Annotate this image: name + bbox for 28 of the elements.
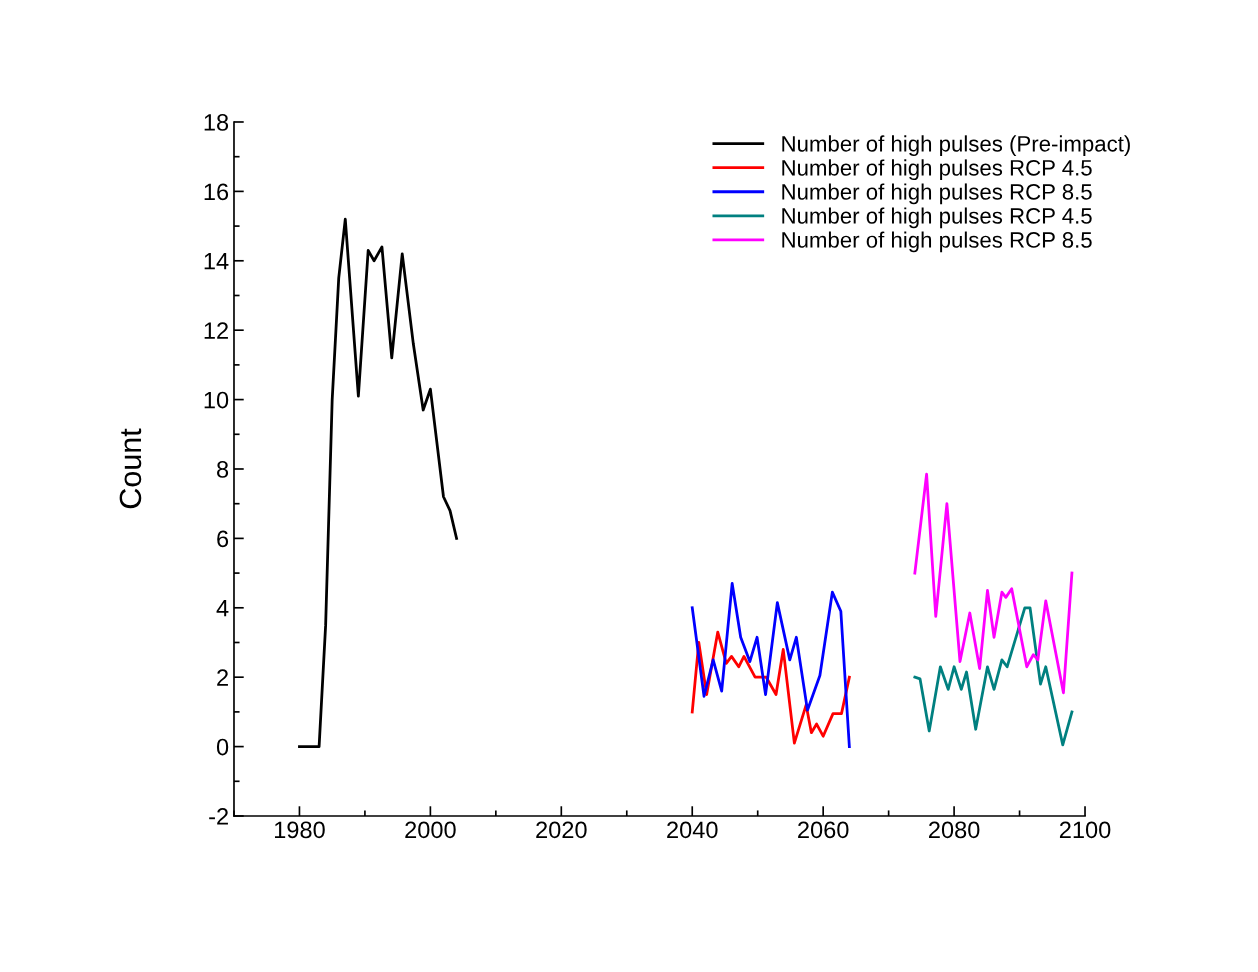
legend-label: Number of high pulses RCP 8.5 bbox=[782, 231, 1092, 253]
line-series bbox=[913, 606, 1074, 747]
line-series bbox=[913, 472, 1074, 695]
y-tick-label: 6 bbox=[217, 530, 229, 548]
x-tick-label: 2000 bbox=[405, 821, 456, 839]
y-tick-label: -2 bbox=[209, 808, 228, 825]
x-tick-label: 2060 bbox=[798, 821, 849, 839]
legend-label: Number of high pulses (Pre-impact) bbox=[782, 135, 1130, 157]
line-series bbox=[298, 217, 458, 748]
y-tick-label: 8 bbox=[217, 461, 229, 478]
x-tick-label: 2100 bbox=[1059, 821, 1111, 839]
y-tick-label: 14 bbox=[204, 253, 229, 270]
x-tick-label: 1980 bbox=[274, 821, 325, 839]
y-axis-title: Count bbox=[119, 428, 142, 509]
y-tick-label: 16 bbox=[204, 183, 229, 201]
legend-label: Number of high pulses RCP 4.5 bbox=[782, 159, 1092, 181]
y-tick-label: 4 bbox=[216, 600, 229, 617]
x-tick-label: 2080 bbox=[929, 821, 980, 839]
y-tick-label: 18 bbox=[204, 114, 229, 131]
y-tick-label: 12 bbox=[204, 322, 228, 339]
y-tick-label: 0 bbox=[216, 738, 229, 756]
legend-label: Number of high pulses RCP 8.5 bbox=[782, 183, 1092, 205]
legend-label: Number of high pulses RCP 4.5 bbox=[782, 207, 1092, 229]
x-tick-label: 2040 bbox=[667, 821, 718, 839]
y-tick-label: 2 bbox=[217, 669, 228, 686]
x-tick-label: 2020 bbox=[536, 821, 587, 839]
line-series bbox=[690, 582, 851, 748]
y-tick-label: 10 bbox=[204, 391, 229, 409]
